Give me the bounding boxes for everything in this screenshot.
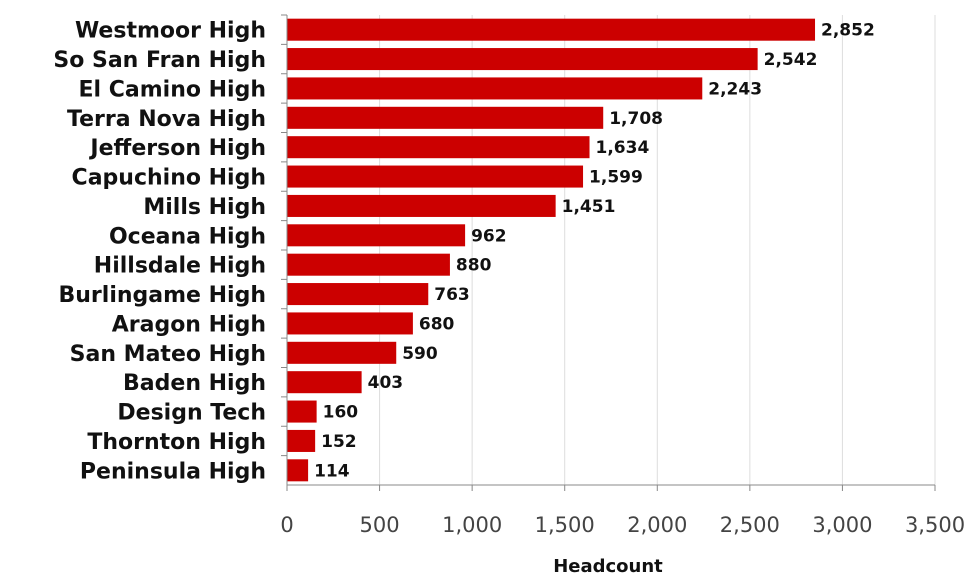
value-label: 2,243: [708, 79, 762, 99]
value-label: 403: [368, 373, 404, 393]
bar: [287, 136, 590, 159]
category-label: Design Tech: [117, 401, 266, 426]
bar: [287, 429, 316, 452]
category-label: Baden High: [123, 371, 266, 396]
category-label: Peninsula High: [80, 459, 266, 484]
value-label: 152: [321, 432, 357, 452]
category-label: Aragon High: [112, 312, 266, 337]
category-label: So San Fran High: [53, 48, 266, 73]
category-label: Hillsdale High: [94, 254, 266, 279]
value-label: 1,708: [609, 109, 663, 129]
category-labels: Westmoor High So San Fran High El Camino H…: [53, 19, 266, 485]
bar: [287, 224, 466, 247]
bar: [287, 253, 450, 276]
bar: [287, 18, 816, 41]
value-label: 160: [323, 403, 359, 423]
value-label: 680: [419, 314, 455, 334]
value-label: 962: [471, 226, 507, 246]
category-label: Terra Nova High: [67, 107, 266, 132]
category-label: Oceana High: [109, 224, 266, 249]
bar: [287, 194, 556, 217]
category-label: Jefferson High: [88, 136, 266, 161]
category-label: Capuchino High: [72, 166, 266, 191]
category-label: Mills High: [143, 195, 266, 220]
x-tick-labels: 0 500 1,000 1,500 2,000 2,500 3,000 3,500: [280, 513, 965, 537]
value-label: 763: [434, 285, 470, 305]
bar: [287, 48, 758, 71]
value-label: 2,852: [821, 21, 875, 41]
bars: [287, 18, 816, 482]
value-label: 880: [456, 256, 492, 276]
x-tick-label: 1,500: [535, 513, 595, 537]
bar: [287, 371, 362, 394]
bar: [287, 77, 703, 100]
category-label: Burlingame High: [59, 283, 267, 308]
x-tick-label: 500: [360, 513, 400, 537]
value-label: 1,451: [562, 197, 616, 217]
x-tick-label: 2,500: [720, 513, 780, 537]
bar: [287, 459, 309, 482]
bar: [287, 106, 604, 129]
bar: [287, 341, 397, 364]
bar: [287, 312, 413, 335]
x-tick-label: 0: [280, 513, 293, 537]
axes: [281, 14, 936, 491]
value-label: 114: [314, 461, 350, 481]
bar: [287, 400, 317, 423]
value-label: 1,599: [589, 168, 643, 188]
bar: [287, 165, 584, 188]
bar: [287, 283, 429, 306]
x-tick-label: 1,000: [442, 513, 502, 537]
value-label: 1,634: [596, 138, 650, 158]
x-tick-label: 3,500: [905, 513, 965, 537]
value-label: 2,542: [764, 50, 818, 70]
x-axis-title: Headcount: [553, 556, 663, 574]
category-label: Thornton High: [87, 430, 266, 455]
x-tick-label: 3,000: [812, 513, 872, 537]
x-tick-label: 2,000: [627, 513, 687, 537]
value-label: 590: [402, 344, 438, 364]
category-label: El Camino High: [79, 77, 266, 102]
category-label: San Mateo High: [70, 342, 266, 367]
category-label: Westmoor High: [75, 19, 266, 44]
